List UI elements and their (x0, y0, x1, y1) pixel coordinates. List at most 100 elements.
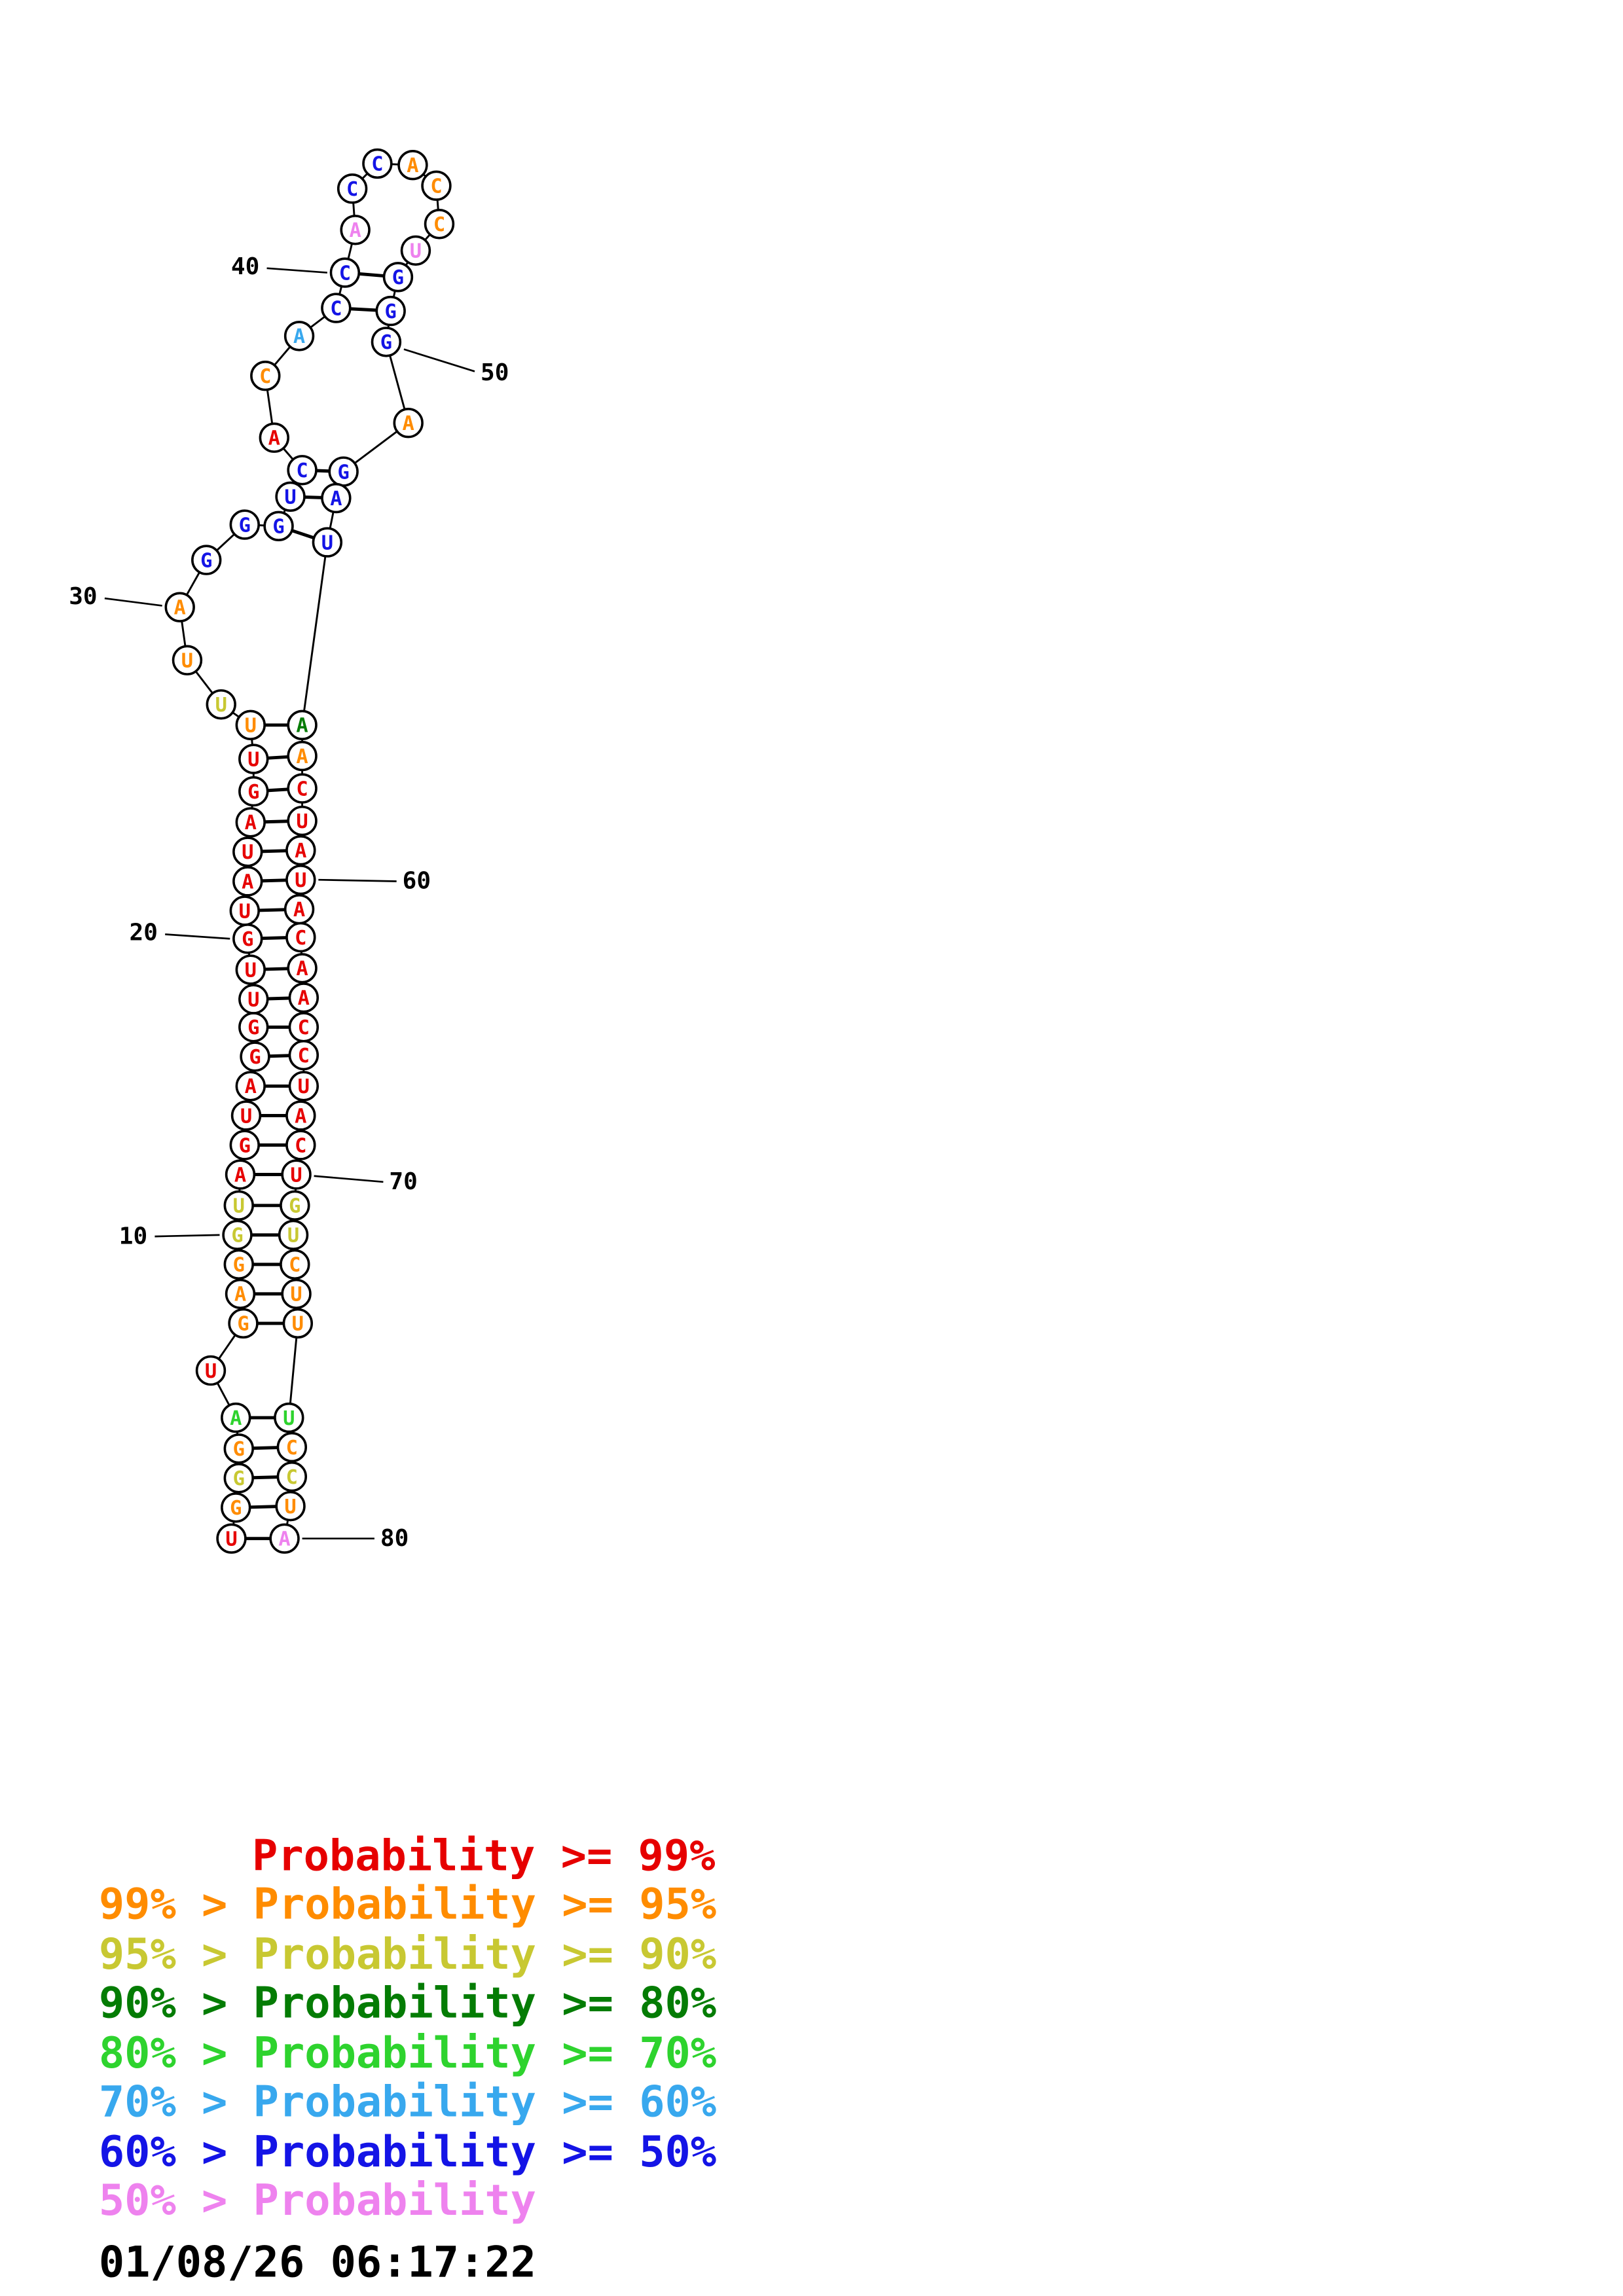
nucleotide-circle (285, 922, 316, 953)
nucleotide-letter: G (272, 516, 284, 539)
position-label: 10 (119, 1223, 147, 1249)
nucleotide-circle (269, 1523, 300, 1554)
nucleotide-letter: G (239, 514, 251, 537)
nucleotide-circle (172, 645, 203, 675)
nucleotide-circle (275, 481, 306, 512)
nucleotide-circle (164, 592, 195, 622)
nucleotide-letter: U (290, 1164, 302, 1187)
nucleotide-circle (287, 773, 318, 804)
nucleotide-letter: G (239, 1134, 251, 1157)
nucleotide-letter: U (321, 531, 333, 554)
nucleotide-letter: C (298, 1045, 310, 1067)
nucleotide-letter: C (295, 1134, 306, 1157)
nucleotide-letter: U (284, 486, 296, 509)
nucleotide-letter: C (298, 1016, 310, 1039)
nucleotide-letter: A (296, 958, 308, 980)
nucleotide-circle (238, 776, 269, 807)
nucleotide-letter: A (234, 1283, 246, 1306)
nucleotide-letter: G (380, 331, 392, 354)
nucleotide-letter: U (292, 1313, 304, 1336)
position-label: 40 (231, 253, 259, 280)
nucleotide-letter: U (205, 1360, 217, 1383)
nucleotide-letter: G (247, 781, 259, 804)
nucleotide-circle (371, 327, 402, 357)
nucleotide-letter: G (231, 1225, 243, 1247)
nucleotide-letter: G (337, 461, 349, 484)
nucleotide-letter: C (286, 1466, 298, 1489)
nucleotide-circle (229, 1130, 260, 1160)
label-leader-line (266, 267, 327, 274)
nucleotide-letter: C (430, 175, 442, 198)
nucleotide-circle (238, 984, 269, 1014)
nucleotide-letter: A (330, 488, 342, 511)
nucleotide-circle (285, 865, 316, 895)
nucleotide-circle (230, 1100, 262, 1131)
nucleotide-letter: U (247, 988, 259, 1011)
nucleotide-letter: C (295, 927, 306, 950)
nucleotide-circle (287, 953, 318, 984)
nucleotide-circle (229, 509, 260, 540)
nucleotide-circle (223, 1249, 254, 1280)
position-label: 60 (403, 868, 431, 895)
nucleotide-circle (232, 866, 263, 897)
nucleotide-circle (287, 740, 318, 772)
nucleotide-circle (195, 1355, 227, 1386)
legend-line-70-80: 80% > Probability >= 70% (99, 2028, 716, 2078)
probability-legend: Probability >= 99% 99% > Probability >= … (99, 1831, 716, 2287)
nucleotide-letter: U (298, 1075, 310, 1098)
nucleotide-letter: A (230, 1407, 242, 1430)
nucleotide-letter: C (371, 153, 383, 176)
nucleotide-circle (263, 511, 294, 542)
nucleotide-circle (283, 321, 315, 351)
nucleotide-letter: C (330, 297, 342, 320)
nucleotide-circle (285, 834, 316, 866)
legend-line-90-95: 95% > Probability >= 90% (99, 1929, 716, 1979)
nucleotide-circle (288, 982, 319, 1013)
legend-line-80-90: 90% > Probability >= 80% (99, 1978, 716, 2028)
nucleotide-circle (329, 257, 361, 288)
nucleotide-circle (288, 1039, 319, 1071)
nucleotide-letter: A (296, 745, 308, 768)
nucleotide-letter: A (298, 987, 310, 1010)
label-leader-line (403, 348, 475, 372)
nucleotide-letter: G (200, 549, 212, 572)
nucleotide-circle (259, 422, 289, 453)
nucleotide-circle (191, 545, 222, 575)
position-label-layer: 10 20 30 40 50 60 70 80 (69, 253, 509, 1552)
nucleotide-letter: U (283, 1407, 295, 1430)
nucleotide-letter: G (233, 1467, 245, 1490)
nucleotide-circle (223, 1433, 254, 1464)
nucleotide-letter: A (278, 1528, 290, 1551)
nucleotide-letter: G (249, 1046, 261, 1069)
nucleotide-circle (281, 1159, 312, 1190)
nucleotide-letter: U (225, 1528, 237, 1551)
label-leader-line (155, 1234, 220, 1238)
nucleotide-circle (274, 1402, 304, 1433)
nucleotide-letter: G (289, 1195, 301, 1218)
nucleotide-letter: A (234, 1164, 246, 1187)
nucleotide-letter: G (237, 1313, 249, 1336)
nucleotide-circle (235, 1071, 266, 1102)
nucleotide-circle (281, 1278, 312, 1310)
nucleotide-circle (240, 1041, 270, 1072)
nucleotide-letter: A (245, 1075, 257, 1098)
position-label: 50 (481, 359, 509, 386)
nucleotide-letter: A (293, 325, 305, 348)
nucleotide-letter: C (346, 178, 358, 201)
nucleotide-circle (235, 954, 266, 985)
nucleotide-circle (235, 807, 266, 838)
nucleotide-letter: C (259, 365, 271, 388)
nucleotide-circle (278, 1219, 309, 1251)
nucleotide-circle (421, 170, 452, 201)
nucleotide-letter: C (289, 1254, 301, 1277)
nucleotide-letter: U (181, 650, 193, 673)
nucleotide-circle (285, 1130, 316, 1160)
legend-line-60-70: 70% > Probability >= 60% (99, 2077, 716, 2126)
nucleotide-circle (312, 527, 343, 558)
nucleotide-letter: G (385, 300, 397, 323)
nucleotide-letter: U (295, 869, 306, 892)
nucleotide-circle (321, 293, 352, 323)
